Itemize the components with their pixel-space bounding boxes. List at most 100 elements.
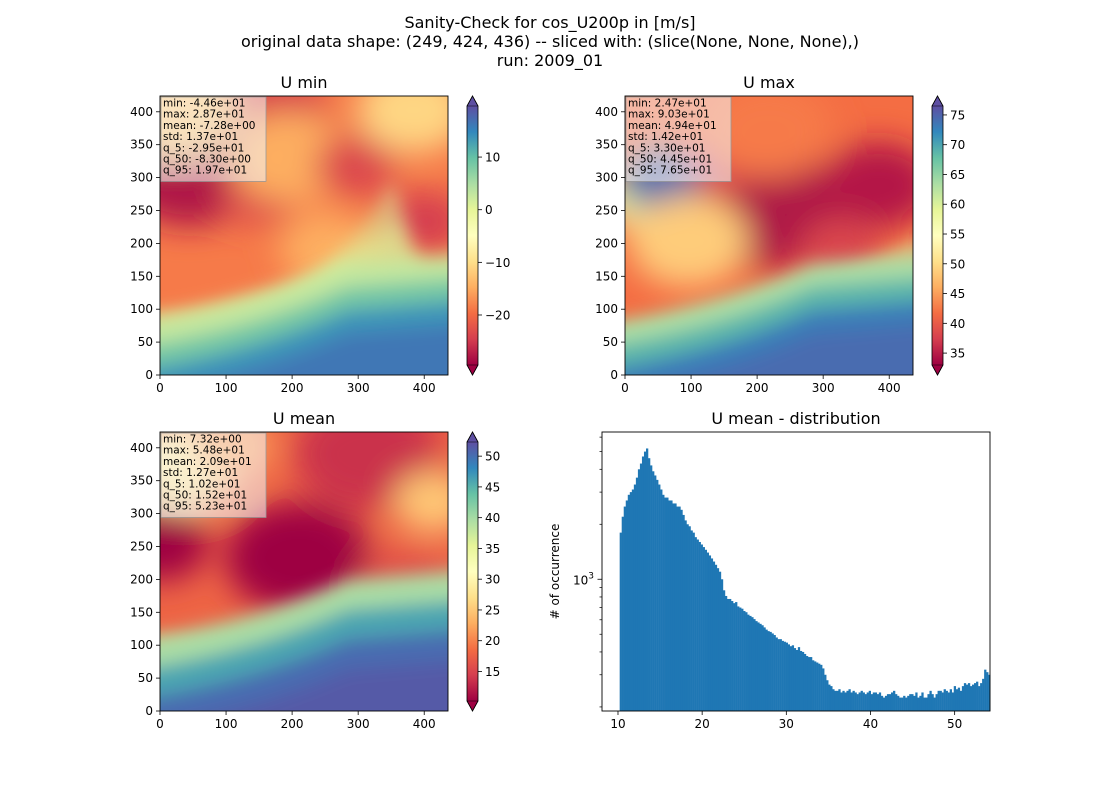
heatmap-region <box>160 506 209 581</box>
y-axis: 103 <box>573 436 602 708</box>
histogram-bar <box>903 695 906 711</box>
x-tick-label: 300 <box>347 381 370 395</box>
histogram-bar <box>682 514 685 711</box>
histogram-bar <box>899 697 902 711</box>
histogram-bar <box>919 695 922 711</box>
colorbar-tick-label: 45 <box>950 287 965 301</box>
histogram-bar <box>888 694 892 711</box>
histogram-bar <box>803 653 807 711</box>
colorbar-tick-label: 40 <box>485 511 500 525</box>
histogram-bar <box>753 619 756 711</box>
histogram-bar <box>641 456 645 711</box>
histogram-bar <box>737 606 740 711</box>
colorbar-outline <box>466 431 479 712</box>
y-tick-label: 400 <box>130 105 153 119</box>
y-tick-label: 0 <box>145 368 153 382</box>
histogram-bar <box>619 532 622 711</box>
heatmap-bottom-band <box>229 325 448 375</box>
colorbar-tick-label: 75 <box>950 108 965 122</box>
y-tick-label: 50 <box>603 335 618 349</box>
stats-line: mean: 4.94e+01 <box>628 120 717 132</box>
histogram-bar <box>712 561 716 711</box>
x-tick-label: 40 <box>863 717 878 731</box>
stats-line: min: 2.47e+01 <box>628 98 707 110</box>
histogram-bar <box>911 694 914 711</box>
histogram-bar <box>921 692 924 711</box>
histogram-bar <box>694 537 697 711</box>
histogram-bar <box>870 694 874 711</box>
histogram-bar <box>714 564 718 711</box>
y-tick-label: 150 <box>130 605 153 619</box>
colorbar-tick-label: 50 <box>485 450 500 464</box>
x-tick-label: 100 <box>215 717 238 731</box>
colorbar-tick-label: 35 <box>950 347 965 361</box>
histogram-bar <box>951 692 955 711</box>
y-tick-label: 350 <box>130 474 153 488</box>
histogram-bar <box>878 692 882 711</box>
histogram-bar <box>773 635 776 711</box>
stats-line: q_50: -8.30e+00 <box>163 154 251 166</box>
histogram-bar <box>905 697 908 711</box>
histogram-bar <box>961 686 965 711</box>
histogram-bar <box>832 689 835 711</box>
heatmap-bottom <box>160 571 448 711</box>
histogram-bar <box>656 479 659 711</box>
stats-line: max: 2.87e+01 <box>163 109 245 121</box>
histogram-bar <box>686 524 689 711</box>
histogram-bar <box>741 608 744 711</box>
colorbar-gradient <box>932 106 943 365</box>
stats-line: q_5: -2.95e+01 <box>163 142 244 154</box>
histogram-bar <box>631 489 635 711</box>
histogram-bar <box>710 558 714 711</box>
histogram-bar <box>700 544 703 711</box>
histogram-bar <box>785 642 788 711</box>
histogram-bar <box>842 690 845 711</box>
histogram-bar <box>706 552 710 711</box>
histogram-bar <box>757 622 760 711</box>
histogram-bar <box>965 684 969 711</box>
histogram-bar <box>820 664 823 711</box>
colorbar-tick-label: 40 <box>950 317 965 331</box>
panel-u-mean: 0 100 200 300 400 0 50 100 150 200 250 300 350 400 U m… <box>130 409 500 731</box>
histogram-bar <box>735 602 738 711</box>
histogram-bar <box>917 697 920 711</box>
stats-line: q_95: 7.65e+01 <box>628 165 712 177</box>
colorbar-gradient <box>467 106 478 365</box>
x-tick-label: 0 <box>621 381 629 395</box>
histogram-bar <box>974 683 977 711</box>
colorbar-tick-label: 35 <box>485 542 500 556</box>
histogram-bar <box>929 690 932 711</box>
subplot-title: U max <box>743 73 795 92</box>
histogram-bar <box>953 686 957 711</box>
y-tick-label: 300 <box>130 507 153 521</box>
histogram-bar <box>986 672 989 711</box>
stats-line: std: 1.37e+01 <box>163 131 238 143</box>
histogram-bar <box>943 689 946 711</box>
stats-line: q_5: 3.30e+01 <box>628 142 705 154</box>
histogram-bar <box>779 639 782 711</box>
histogram-bar <box>826 680 829 711</box>
stats-line: q_50: 4.45e+01 <box>628 154 712 166</box>
histogram-bar <box>838 689 841 711</box>
histogram-bar <box>759 623 762 711</box>
y-tick-label: 250 <box>595 203 618 217</box>
x-tick-label: 50 <box>947 717 962 731</box>
histogram-bar <box>662 494 665 711</box>
subplot-title: U mean - distribution <box>711 409 880 428</box>
histogram-bar <box>743 611 746 711</box>
histogram-bar <box>763 627 766 711</box>
y-tick-label: 300 <box>595 171 618 185</box>
x-axis: 0 100 200 300 400 <box>621 375 901 395</box>
histogram-bar <box>645 448 649 711</box>
histogram-bar <box>664 497 667 711</box>
stats-line: mean: -7.28e+00 <box>163 120 255 132</box>
histogram-bar <box>982 678 985 711</box>
histogram-bar <box>793 648 797 711</box>
histogram-bar <box>652 471 655 711</box>
histogram-bar <box>680 509 683 711</box>
y-tick-label: 50 <box>138 671 153 685</box>
histogram-bar <box>957 687 961 711</box>
stats-line: min: -4.46e+01 <box>163 98 245 110</box>
y-tick-label: 200 <box>595 236 618 250</box>
